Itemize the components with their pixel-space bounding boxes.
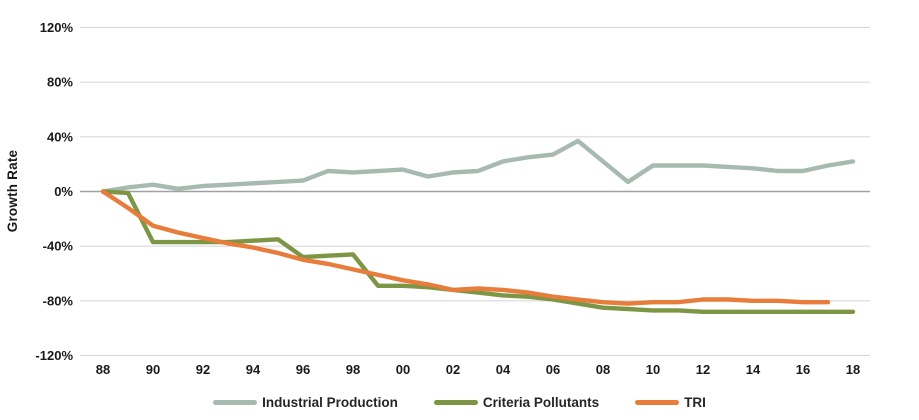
series-line-tri — [100, 189, 831, 306]
legend-item-industrial-production: Industrial Production — [213, 395, 398, 410]
x-tick-label: 98 — [346, 362, 360, 377]
x-tick-label: 88 — [96, 362, 110, 377]
legend: Industrial Production Criteria Pollutants… — [0, 390, 919, 414]
x-tick-label: 18 — [846, 362, 860, 377]
y-tick-label: 120% — [40, 20, 74, 35]
x-tick-label: 94 — [246, 362, 261, 377]
x-tick-label: 04 — [496, 362, 511, 377]
legend-item-criteria-pollutants: Criteria Pollutants — [433, 394, 600, 410]
y-tick-label: -40% — [43, 239, 74, 254]
x-tick-label: 00 — [396, 362, 410, 377]
legend-label: Industrial Production — [262, 394, 398, 410]
x-tick-label: 92 — [196, 362, 210, 377]
legend-label: Criteria Pollutants — [482, 394, 600, 410]
legend-swatch — [433, 399, 478, 405]
x-tick-label: 10 — [646, 362, 660, 377]
x-tick-label: 96 — [296, 362, 310, 377]
x-tick-label: 08 — [596, 362, 610, 377]
legend-label: TRI — [684, 394, 706, 410]
y-tick-label: -80% — [43, 293, 74, 308]
legend-swatch — [213, 399, 258, 405]
y-tick-label: -120% — [35, 348, 73, 363]
y-tick-label: 80% — [47, 75, 73, 90]
x-tick-label: 06 — [546, 362, 560, 377]
x-tick-label: 12 — [696, 362, 710, 377]
x-tick-label: 02 — [446, 362, 460, 377]
y-tick-label: 0% — [54, 184, 73, 199]
x-tick-label: 90 — [146, 362, 160, 377]
x-tick-label: 16 — [796, 362, 810, 377]
series-line-criteria-pollutants — [100, 189, 856, 314]
y-tick-label: 40% — [47, 129, 73, 144]
legend-item-tri: TRI — [635, 395, 706, 410]
x-tick-label: 14 — [746, 362, 761, 377]
series-line-industrial-production — [100, 138, 856, 194]
legend-swatch — [635, 399, 680, 405]
